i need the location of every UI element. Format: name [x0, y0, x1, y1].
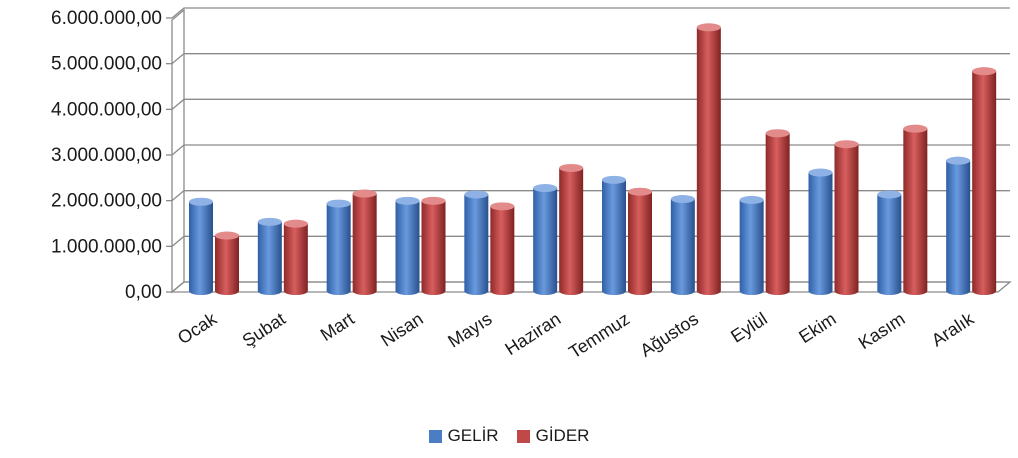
bar: [559, 163, 584, 295]
x-tick-label: Ekim: [795, 309, 839, 348]
bar: [215, 231, 239, 295]
x-tick-label: Şubat: [239, 309, 289, 351]
x-tick-label: Eylül: [727, 309, 771, 347]
legend-swatch-gelir: [428, 429, 442, 443]
gridlines: [166, 7, 1010, 293]
bar: [808, 168, 833, 295]
legend-swatch-gider: [516, 429, 530, 443]
gridline: [171, 190, 1010, 202]
x-tick-label: Kasım: [855, 309, 909, 354]
bar: [765, 129, 790, 295]
gridline: [171, 235, 1010, 247]
legend: GELİR GİDER: [0, 426, 1018, 446]
bar: [628, 187, 652, 295]
bar: [739, 195, 764, 295]
gridline: [171, 98, 1010, 110]
x-axis-ticks: Ocak Şubat Mart Nisan Mayıs Haziran Temmuz Ağus…: [174, 308, 978, 362]
x-tick-label: Ocak: [174, 308, 221, 348]
legend-item-gider: GİDER: [516, 426, 590, 446]
gridline: [171, 281, 1010, 293]
bar: [877, 190, 902, 295]
x-tick-label: Mart: [317, 309, 358, 345]
bar: [972, 67, 997, 295]
bar: [257, 217, 282, 295]
x-tick-label: Mayıs: [444, 309, 495, 352]
bar: [421, 196, 446, 295]
y-tick-label: 2.000.000,00: [51, 191, 162, 212]
bars: [189, 23, 997, 295]
gridline: [171, 7, 1010, 19]
x-tick-label: Aralık: [928, 308, 978, 350]
bar: [834, 140, 859, 295]
bar: [490, 202, 515, 295]
legend-item-gelir: GELİR: [428, 426, 499, 446]
x-tick-label: Ağustos: [637, 309, 702, 361]
bar: [464, 190, 489, 295]
y-tick-label: 0,00: [125, 282, 162, 303]
bar: [602, 175, 626, 295]
side-wall: [171, 8, 185, 294]
bar: [189, 197, 213, 295]
gridline: [171, 144, 1010, 156]
bar: [395, 196, 420, 295]
y-tick-label: 3.000.000,00: [51, 145, 162, 166]
y-axis-ticks: 0,00 1.000.000,00 2.000.000,00 3.000.000,00…: [51, 8, 162, 303]
bar: [670, 195, 695, 295]
x-tick-label: Nisan: [377, 309, 426, 351]
bar: [326, 199, 351, 295]
y-tick-label: 1.000.000,00: [51, 236, 162, 257]
legend-label-gelir: GELİR: [447, 426, 499, 445]
bar: [903, 124, 928, 295]
y-tick-label: 6.000.000,00: [51, 8, 162, 29]
legend-label-gider: GİDER: [535, 426, 590, 445]
gridline: [171, 53, 1010, 65]
x-tick-label: Temmuz: [565, 309, 633, 363]
x-tick-label: Haziran: [501, 309, 564, 360]
bar: [946, 156, 971, 295]
bar: [696, 23, 721, 295]
y-tick-label: 5.000.000,00: [51, 54, 162, 75]
bar: [352, 189, 377, 295]
bar: [533, 184, 558, 295]
bar: [283, 219, 308, 295]
y-tick-label: 4.000.000,00: [51, 99, 162, 120]
